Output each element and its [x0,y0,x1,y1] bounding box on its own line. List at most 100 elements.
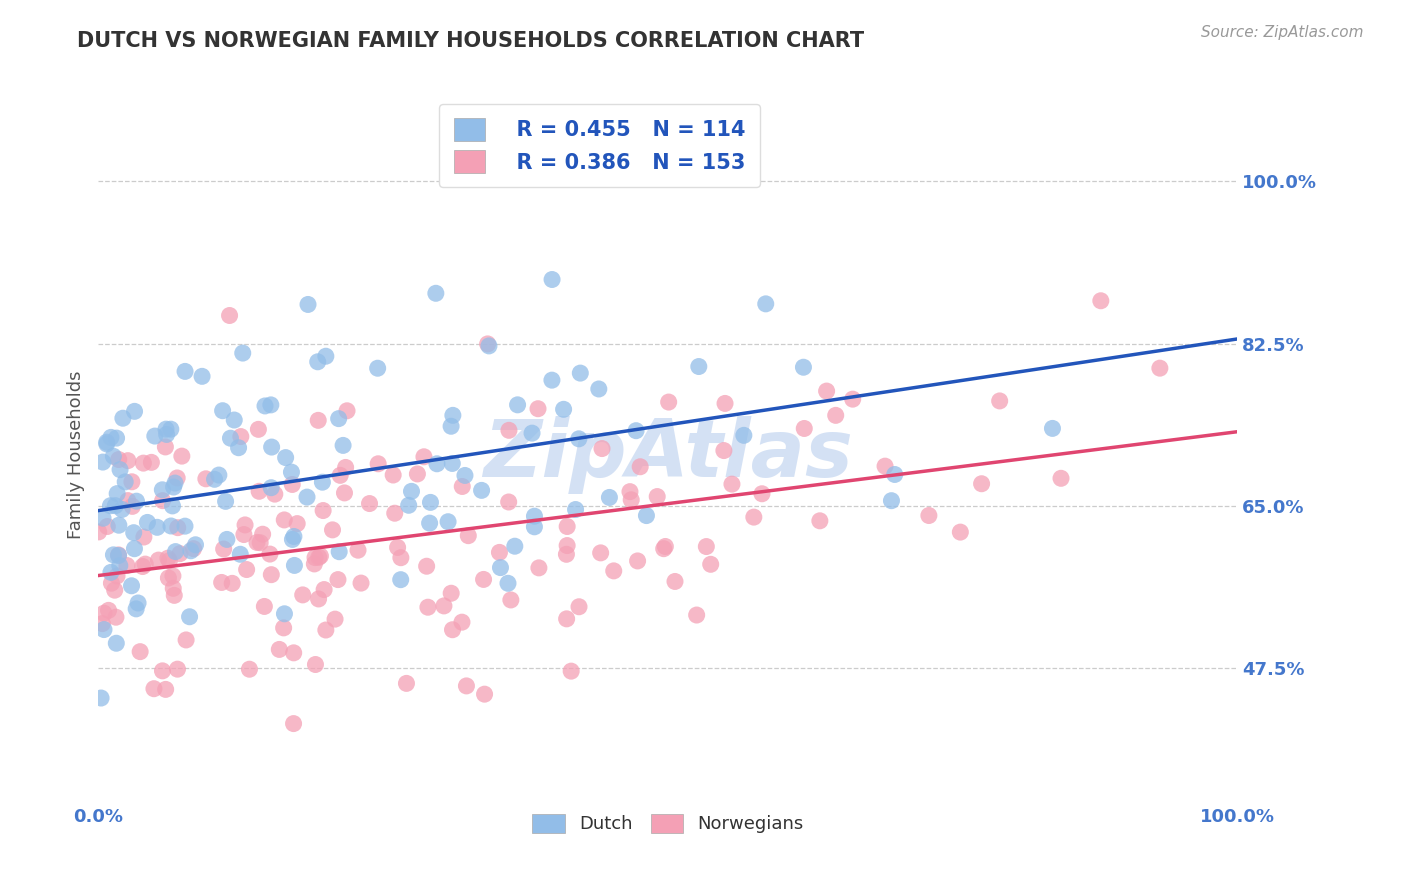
Dutch [389,573,412,587]
Dutch [107,549,129,563]
Dutch [328,411,350,425]
Dutch [520,426,543,441]
Dutch [471,483,494,498]
Norwegians [121,500,143,514]
Dutch [283,558,305,573]
Norwegians [249,535,271,549]
Norwegians [628,459,651,474]
Dutch [104,499,127,513]
Norwegians [247,422,270,436]
Dutch [214,494,236,508]
Norwegians [253,599,276,614]
Dutch [108,462,131,476]
Norwegians [451,479,474,493]
Norwegians [148,553,170,567]
Norwegians [416,600,439,615]
Norwegians [742,510,765,524]
Dutch [506,398,529,412]
Norwegians [273,513,295,527]
Norwegians [382,468,405,483]
Dutch [155,427,177,442]
Norwegians [815,384,838,398]
Dutch [328,545,350,559]
Norwegians [335,460,357,475]
Norwegians [359,497,381,511]
Norwegians [152,664,174,678]
Norwegians [252,527,274,541]
Dutch [541,272,564,286]
Legend: Dutch, Norwegians: Dutch, Norwegians [523,805,813,842]
Norwegians [645,490,668,504]
Norwegians [304,657,326,672]
Norwegians [695,540,717,554]
Norwegians [155,440,177,454]
Norwegians [652,541,675,556]
Norwegians [488,545,510,559]
Dutch [398,498,420,512]
Norwegians [527,561,550,575]
Dutch [489,560,512,574]
Dutch [96,435,118,450]
Norwegians [395,676,418,690]
Norwegians [441,623,464,637]
Text: Source: ZipAtlas.com: Source: ZipAtlas.com [1201,25,1364,40]
Norwegians [309,549,332,563]
Norwegians [433,599,456,613]
Norwegians [212,542,235,557]
Y-axis label: Family Households: Family Households [66,371,84,539]
Dutch [260,481,283,495]
Norwegians [619,484,641,499]
Norwegians [1149,361,1171,376]
Norwegians [97,603,120,617]
Dutch [297,297,319,311]
Dutch [883,467,905,482]
Dutch [224,413,246,427]
Dutch [111,502,134,516]
Norwegians [555,612,578,626]
Norwegians [211,575,233,590]
Norwegians [658,395,681,409]
Norwegians [1050,471,1073,485]
Dutch [437,515,460,529]
Dutch [425,286,447,301]
Dutch [332,438,354,452]
Norwegians [477,337,499,351]
Norwegians [246,535,269,549]
Norwegians [474,687,496,701]
Dutch [419,495,441,509]
Norwegians [107,548,129,562]
Dutch [180,543,202,558]
Dutch [91,511,114,525]
Norwegians [591,442,613,456]
Norwegians [333,486,356,500]
Norwegians [235,562,257,576]
Dutch [114,475,136,489]
Dutch [191,369,214,384]
Norwegians [387,541,409,555]
Dutch [478,339,501,353]
Norwegians [157,554,180,568]
Norwegians [654,540,676,554]
Dutch [426,457,449,471]
Norwegians [194,472,217,486]
Norwegians [307,413,329,427]
Dutch [160,519,183,533]
Dutch [93,623,115,637]
Norwegians [413,450,436,464]
Norwegians [457,529,479,543]
Norwegians [685,607,707,622]
Norwegians [555,547,578,561]
Norwegians [568,599,591,614]
Norwegians [824,409,846,423]
Dutch [208,468,231,483]
Norwegians [104,583,127,598]
Norwegians [808,514,831,528]
Norwegians [259,547,281,561]
Dutch [122,525,145,540]
Dutch [211,403,233,417]
Dutch [496,576,519,591]
Norwegians [308,591,330,606]
Dutch [541,373,564,387]
Norwegians [918,508,941,523]
Norwegians [107,452,129,467]
